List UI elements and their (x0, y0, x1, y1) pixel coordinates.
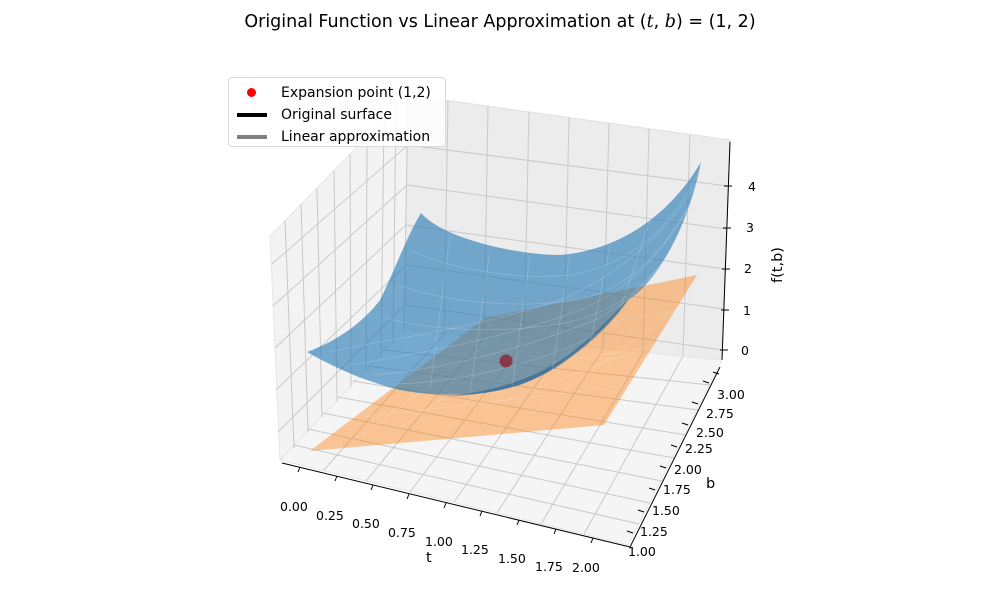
chart-title: Original Function vs Linear Approximatio… (0, 12, 1000, 32)
svg-text:2.25: 2.25 (685, 441, 713, 456)
z-axis-ticks (720, 185, 732, 351)
red-dot-icon (235, 82, 269, 104)
svg-text:1.50: 1.50 (498, 551, 526, 566)
legend-label: Original surface (281, 107, 392, 123)
svg-text:1.50: 1.50 (652, 503, 680, 518)
svg-text:0.50: 0.50 (352, 516, 380, 531)
legend-item-original-surface: Original surface (235, 104, 439, 126)
z-axis-tick-labels: 0 1 2 3 4 (741, 179, 756, 358)
svg-text:0.00: 0.00 (280, 499, 308, 514)
svg-text:2.00: 2.00 (572, 560, 600, 575)
svg-text:1.75: 1.75 (535, 559, 563, 574)
svg-text:2.00: 2.00 (674, 462, 702, 477)
z-axis-label: f(t,b) (770, 247, 786, 283)
svg-text:1.00: 1.00 (425, 534, 453, 549)
b-axis-tick-labels: 1.00 1.25 1.50 1.75 2.00 2.25 2.50 2.75 … (628, 387, 745, 559)
original-surface (307, 162, 701, 395)
svg-text:3.00: 3.00 (717, 387, 745, 402)
z-axis-line (721, 141, 731, 361)
svg-text:0: 0 (741, 343, 749, 358)
chart-title-math: (t, b) = (1, 2) (639, 12, 756, 32)
svg-text:2.75: 2.75 (706, 406, 734, 421)
t-axis-label: t (426, 550, 432, 566)
svg-text:2.50: 2.50 (696, 425, 724, 440)
svg-text:1.25: 1.25 (461, 542, 489, 557)
expansion-point-marker (499, 354, 513, 368)
surface-mesh (329, 169, 701, 394)
legend-item-expansion-point: Expansion point (1,2) (235, 82, 439, 104)
svg-text:1.00: 1.00 (628, 544, 656, 559)
svg-text:3: 3 (746, 220, 754, 235)
svg-text:1.75: 1.75 (663, 482, 691, 497)
svg-text:1: 1 (743, 303, 751, 318)
gray-line-icon (235, 126, 269, 148)
legend-label: Linear approximation (281, 129, 431, 145)
black-line-icon (235, 104, 269, 126)
b-axis-line (629, 366, 721, 548)
t-axis-line (281, 462, 631, 548)
chart-title-text: Original Function vs Linear Approximatio… (244, 12, 640, 32)
legend-item-linear-approximation: Linear approximation (235, 126, 439, 148)
legend: Expansion point (1,2) Original surface L… (228, 77, 446, 147)
b-axis-ticks (626, 371, 720, 534)
t-axis-tick-labels: 0.00 0.25 0.50 0.75 1.00 1.25 1.50 1.75 … (280, 499, 600, 575)
surface-front-fold (445, 300, 628, 396)
svg-text:0.75: 0.75 (388, 525, 416, 540)
b-axis-label: b (706, 476, 715, 492)
svg-text:2: 2 (744, 261, 752, 276)
svg-text:0.25: 0.25 (316, 508, 344, 523)
svg-text:4: 4 (748, 179, 756, 194)
t-axis-ticks (297, 466, 594, 544)
svg-text:1.25: 1.25 (640, 524, 668, 539)
legend-label: Expansion point (1,2) (281, 85, 431, 101)
